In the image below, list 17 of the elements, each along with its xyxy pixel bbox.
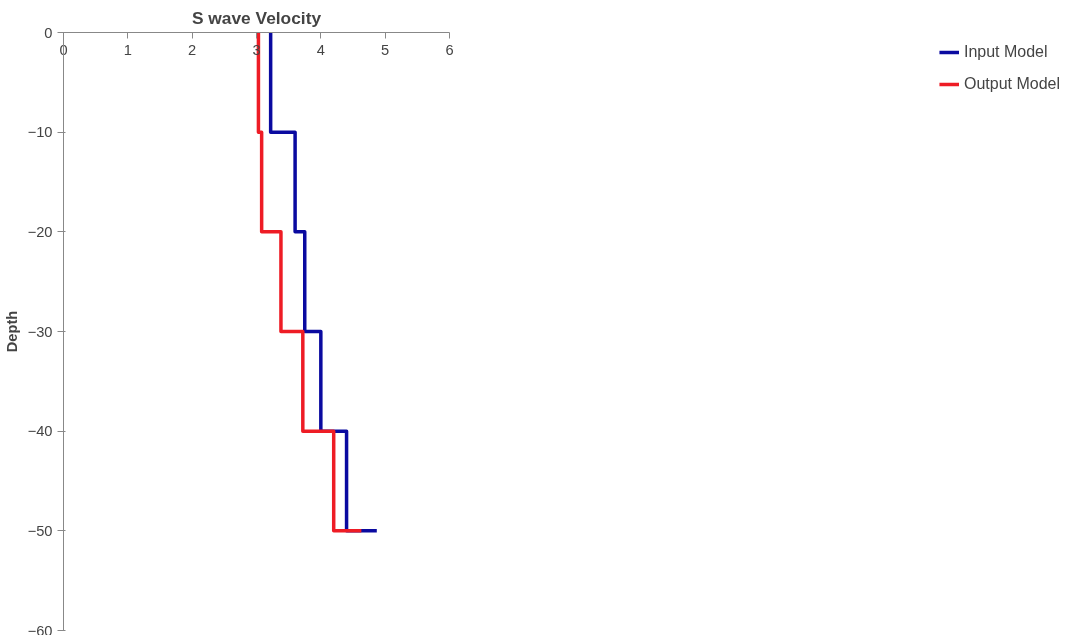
legend-label: Output Model <box>963 75 1060 93</box>
x-tick-label: 4 <box>316 41 325 58</box>
y-tick-label: −40 <box>27 423 53 440</box>
y-tick-label: −30 <box>27 323 53 340</box>
y-axis-title: Depth <box>3 310 20 353</box>
legend-label: Input Model <box>963 43 1048 61</box>
y-tick-label: −60 <box>27 622 53 639</box>
y-tick-label: −10 <box>27 124 53 141</box>
x-tick-label: 2 <box>188 41 197 58</box>
x-tick-label: 6 <box>445 41 454 58</box>
x-tick-label: 5 <box>381 41 390 58</box>
chart-title: S wave Velocity <box>191 7 322 28</box>
line-series <box>268 32 379 533</box>
y-tick-label: 0 <box>44 24 53 41</box>
y-tick-label: −50 <box>27 522 53 539</box>
y-tick-label: −20 <box>27 223 53 240</box>
x-tick-label: 1 <box>123 41 132 58</box>
